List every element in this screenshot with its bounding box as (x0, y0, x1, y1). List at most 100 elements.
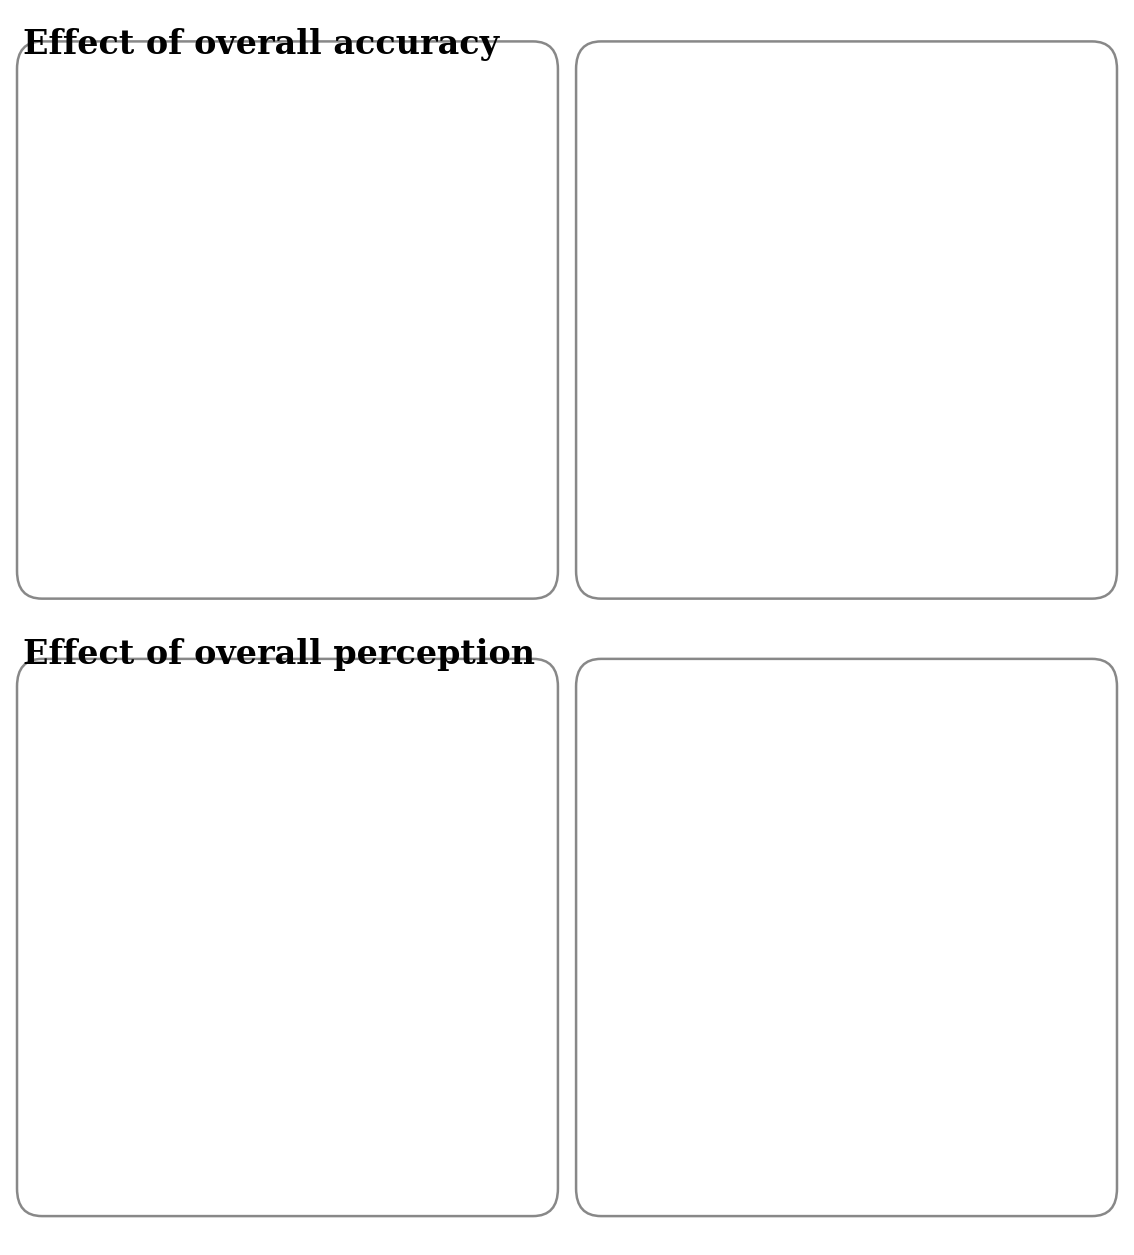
Point (277, 290, 295, 310)
Point (725, 447, 743, 467)
Point (238, 305, 256, 325)
Point (720, 881, 738, 901)
Point (858, 809, 877, 830)
Point (235, 316, 253, 336)
Point (288, 471, 306, 491)
Point (457, 929, 475, 949)
Point (684, 1007, 702, 1027)
Point (841, 299, 860, 319)
Point (330, 850, 348, 870)
Point (657, 835, 675, 855)
Point (822, 446, 840, 466)
Point (296, 385, 314, 405)
Point (853, 331, 871, 351)
Point (306, 1028, 324, 1048)
Point (841, 1111, 860, 1131)
Point (853, 1104, 871, 1124)
Point (247, 1012, 265, 1032)
Point (395, 360, 413, 380)
Point (205, 368, 223, 388)
Point (769, 74, 787, 94)
Point (340, 989, 358, 1009)
Point (861, 1108, 879, 1128)
Point (271, 838, 289, 858)
Point (291, 315, 310, 335)
Point (206, 1083, 225, 1103)
Point (236, 971, 254, 991)
Point (406, 248, 424, 269)
Point (726, 255, 744, 275)
Point (860, 871, 878, 891)
Point (249, 333, 268, 353)
Point (340, 915, 358, 935)
Point (807, 762, 826, 782)
Point (340, 373, 358, 393)
Point (256, 272, 274, 292)
Point (737, 217, 755, 237)
Point (807, 767, 826, 787)
Point (748, 206, 767, 226)
Point (843, 238, 861, 259)
Point (293, 861, 311, 881)
Point (709, 932, 727, 953)
Point (824, 1093, 843, 1113)
Point (781, 804, 799, 825)
Point (254, 880, 272, 900)
Point (293, 388, 311, 408)
Point (874, 270, 892, 290)
Point (298, 953, 316, 973)
Point (347, 226, 365, 246)
Point (237, 1062, 255, 1082)
Point (741, 392, 759, 412)
Point (262, 336, 280, 356)
Point (338, 419, 356, 439)
Point (271, 346, 289, 366)
Point (260, 684, 278, 704)
Point (754, 429, 772, 449)
Point (327, 311, 345, 331)
Point (251, 339, 269, 359)
Point (776, 260, 794, 280)
Point (263, 335, 281, 355)
Point (367, 906, 386, 926)
Point (183, 946, 201, 966)
Point (655, 916, 674, 936)
Point (221, 965, 239, 985)
Point (380, 807, 398, 827)
Point (998, 924, 1016, 944)
Point (313, 371, 331, 392)
Point (925, 207, 943, 227)
Point (677, 400, 695, 420)
Point (726, 272, 744, 292)
Point (335, 287, 353, 307)
Point (321, 359, 339, 379)
Point (367, 812, 386, 832)
Point (320, 1022, 338, 1042)
Point (248, 384, 266, 404)
Point (936, 896, 954, 916)
Point (318, 934, 336, 954)
Point (1005, 251, 1023, 271)
Point (239, 958, 257, 978)
Point (904, 328, 922, 348)
Point (826, 496, 844, 516)
Point (373, 1005, 391, 1025)
Point (293, 945, 311, 965)
Point (904, 350, 922, 370)
Point (284, 466, 302, 486)
Point (765, 316, 784, 336)
Point (888, 350, 906, 370)
Point (709, 1043, 727, 1063)
Point (220, 373, 238, 393)
Point (234, 899, 252, 919)
Point (286, 323, 304, 343)
Point (263, 325, 281, 345)
Point (231, 852, 249, 872)
Point (753, 501, 771, 521)
Point (319, 945, 337, 965)
Point (930, 1058, 948, 1078)
Point (211, 836, 229, 856)
Point (271, 949, 289, 969)
Point (277, 335, 295, 355)
Point (868, 905, 886, 925)
